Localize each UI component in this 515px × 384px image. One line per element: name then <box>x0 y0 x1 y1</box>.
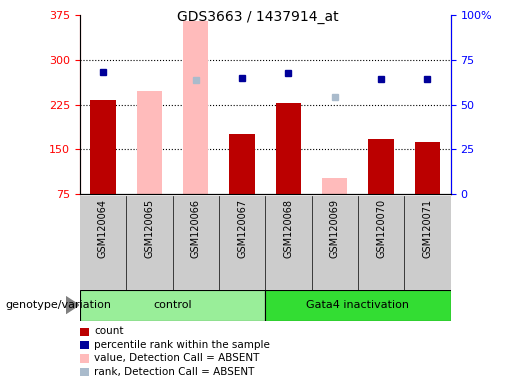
Bar <box>276 103 301 194</box>
Text: Gata4 inactivation: Gata4 inactivation <box>306 300 409 310</box>
Bar <box>368 139 394 194</box>
Text: rank, Detection Call = ABSENT: rank, Detection Call = ABSENT <box>94 367 254 377</box>
Text: GSM120064: GSM120064 <box>98 199 108 258</box>
Bar <box>173 196 219 290</box>
Bar <box>265 196 312 290</box>
Bar <box>265 290 451 321</box>
Bar <box>90 101 116 194</box>
Text: GSM120069: GSM120069 <box>330 199 340 258</box>
Text: GSM120065: GSM120065 <box>144 199 154 258</box>
Text: GSM120068: GSM120068 <box>283 199 294 258</box>
Text: count: count <box>94 326 124 336</box>
Text: genotype/variation: genotype/variation <box>5 300 111 310</box>
Text: GSM120070: GSM120070 <box>376 199 386 258</box>
Bar <box>80 196 126 290</box>
Bar <box>415 142 440 194</box>
Text: GSM120066: GSM120066 <box>191 199 201 258</box>
Bar <box>312 196 358 290</box>
Bar <box>219 196 265 290</box>
Bar <box>358 196 404 290</box>
Text: GDS3663 / 1437914_at: GDS3663 / 1437914_at <box>177 10 338 23</box>
Text: control: control <box>153 300 192 310</box>
Text: GSM120067: GSM120067 <box>237 199 247 258</box>
Bar <box>404 196 451 290</box>
Bar <box>80 290 265 321</box>
Bar <box>322 178 348 194</box>
Bar <box>126 196 173 290</box>
Text: GSM120071: GSM120071 <box>422 199 433 258</box>
Bar <box>136 91 162 194</box>
Text: percentile rank within the sample: percentile rank within the sample <box>94 340 270 350</box>
Text: value, Detection Call = ABSENT: value, Detection Call = ABSENT <box>94 353 260 363</box>
Polygon shape <box>66 296 79 313</box>
Bar <box>229 134 255 194</box>
Bar <box>183 22 209 194</box>
